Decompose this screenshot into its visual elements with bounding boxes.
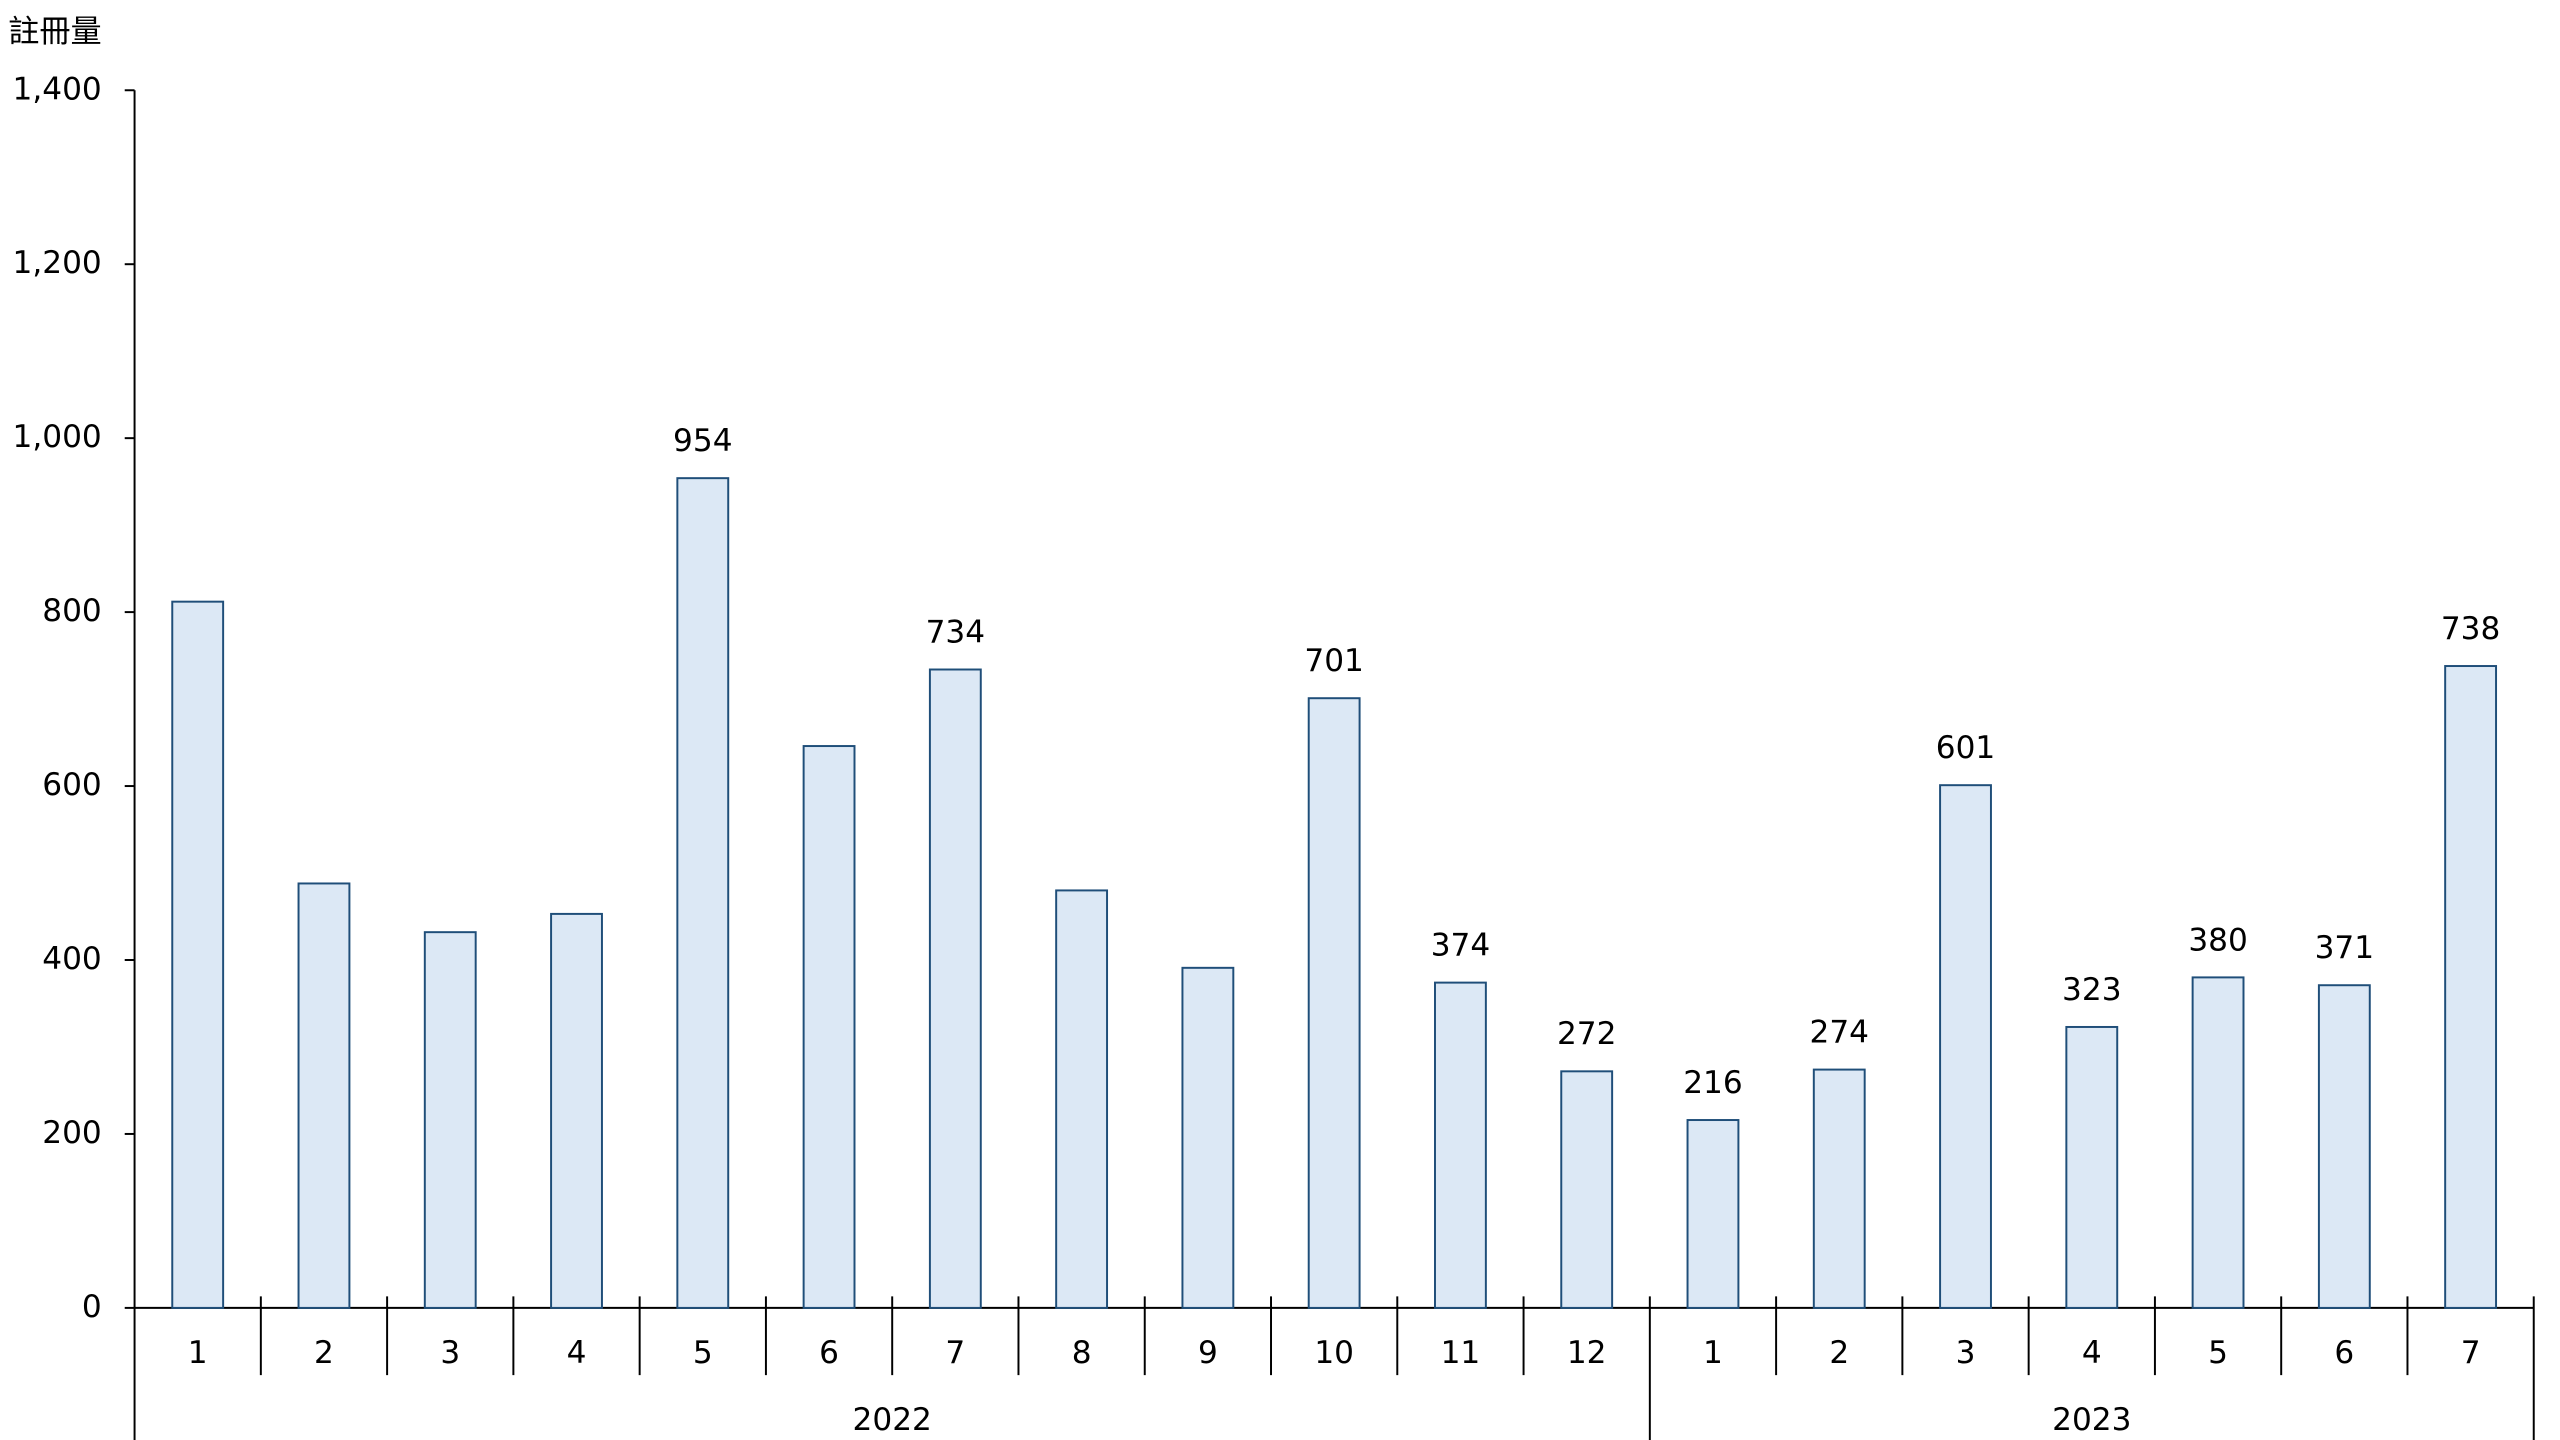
bar xyxy=(1181,966,1235,1309)
bar xyxy=(2065,1025,2119,1309)
bar xyxy=(171,600,225,1309)
group-label: 2022 xyxy=(853,1402,932,1438)
x-tick-label: 8 xyxy=(1072,1335,1092,1371)
bar xyxy=(676,477,730,1309)
x-tick-label: 2 xyxy=(314,1335,334,1371)
bar xyxy=(297,882,351,1309)
y-tick-label: 800 xyxy=(42,593,101,629)
data-label: 954 xyxy=(673,423,732,459)
y-tick-label: 1,200 xyxy=(13,245,102,281)
bar xyxy=(1434,981,1487,1309)
y-tick-label: 200 xyxy=(42,1115,101,1151)
x-tick-label: 6 xyxy=(2334,1335,2354,1371)
y-axis-title: 註冊量 xyxy=(8,14,101,50)
bar xyxy=(802,745,856,1309)
data-label: 274 xyxy=(1810,1014,1869,1050)
bar xyxy=(1307,697,1361,1309)
x-tick-label: 6 xyxy=(819,1335,839,1371)
bar xyxy=(1560,1070,1614,1309)
data-label: 272 xyxy=(1557,1016,1616,1052)
x-tick-label: 2 xyxy=(1829,1335,1849,1371)
x-tick-label: 7 xyxy=(945,1335,965,1371)
bar xyxy=(1055,889,1109,1309)
data-label: 734 xyxy=(926,614,985,650)
data-label: 701 xyxy=(1304,643,1363,679)
data-label: 738 xyxy=(2441,611,2500,647)
y-tick-label: 400 xyxy=(42,941,101,977)
bar xyxy=(928,668,982,1309)
y-tick-label: 1,000 xyxy=(13,419,102,455)
bar xyxy=(1939,784,1992,1309)
data-label: 371 xyxy=(2315,930,2374,966)
x-tick-label: 3 xyxy=(440,1335,460,1371)
bar xyxy=(1812,1068,1866,1309)
bar xyxy=(423,931,477,1309)
y-tick-label: 0 xyxy=(82,1289,102,1325)
x-tick-label: 10 xyxy=(1314,1335,1354,1371)
x-tick-label: 5 xyxy=(2208,1335,2228,1371)
y-tick-label: 600 xyxy=(42,767,101,803)
bar xyxy=(550,912,603,1309)
data-label: 323 xyxy=(2062,972,2121,1008)
group-label: 2023 xyxy=(2052,1402,2131,1438)
data-label: 216 xyxy=(1683,1065,1742,1101)
data-label: 374 xyxy=(1431,928,1490,964)
x-tick-label: 4 xyxy=(2082,1335,2102,1371)
x-tick-label: 1 xyxy=(1703,1335,1723,1371)
x-tick-label: 12 xyxy=(1567,1335,1607,1371)
bar xyxy=(2444,665,2498,1309)
x-tick-label: 1 xyxy=(188,1335,208,1371)
bar xyxy=(1686,1119,1740,1309)
bar xyxy=(2317,984,2371,1309)
data-label: 380 xyxy=(2188,922,2247,958)
bar xyxy=(2191,976,2245,1309)
x-tick-label: 9 xyxy=(1198,1335,1218,1371)
x-tick-label: 7 xyxy=(2461,1335,2481,1371)
data-label: 601 xyxy=(1936,730,1995,766)
x-tick-label: 11 xyxy=(1441,1335,1481,1371)
x-tick-label: 5 xyxy=(693,1335,713,1371)
x-tick-label: 4 xyxy=(567,1335,587,1371)
y-tick-label: 1,400 xyxy=(13,71,102,107)
x-tick-label: 3 xyxy=(1956,1335,1976,1371)
